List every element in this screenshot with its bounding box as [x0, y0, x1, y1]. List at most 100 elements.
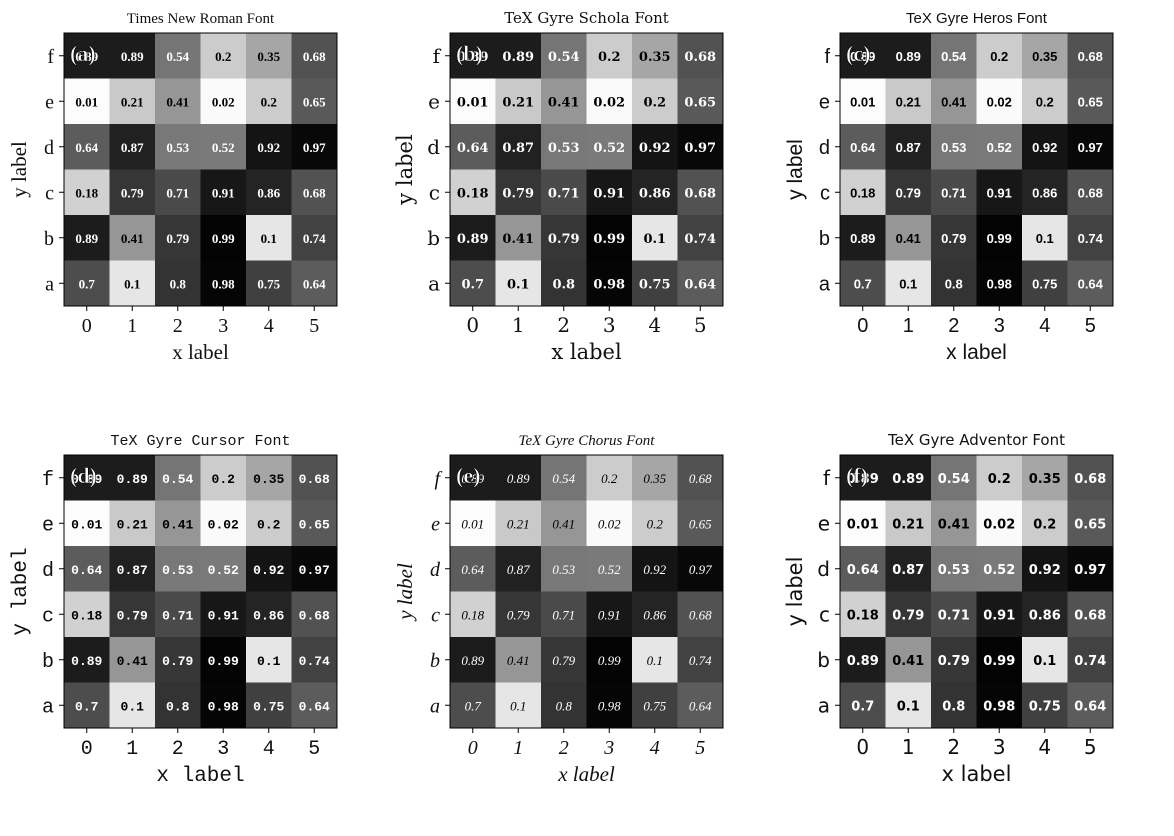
- heatmap-cell: [64, 682, 110, 728]
- cell-value-label: 0.91: [983, 608, 1015, 623]
- y-tick-label: d: [817, 557, 830, 581]
- heatmap-cell: [1022, 455, 1068, 501]
- heatmap-cell: [246, 124, 292, 170]
- heatmap-cell: [291, 215, 337, 261]
- y-tick-label: c: [820, 182, 830, 204]
- cell-value-label: 0.99: [987, 231, 1012, 246]
- cell-value-label: 0.89: [75, 49, 98, 64]
- y-tick-label: f: [823, 466, 831, 490]
- cell-value-label: 0.01: [457, 95, 489, 110]
- x-axis-label: x label: [557, 762, 615, 786]
- y-tick-label: a: [818, 693, 830, 717]
- heatmap-cell: [246, 546, 292, 592]
- cell-value-label: 0.41: [892, 654, 924, 669]
- heatmap-cell: [885, 169, 931, 215]
- cell-value-label: 0.64: [1078, 276, 1104, 291]
- cell-value-label: 0.87: [507, 562, 530, 577]
- heatmap-cell: [200, 682, 246, 728]
- cell-value-label: 0.2: [990, 49, 1008, 64]
- heatmap-cell: [677, 682, 723, 728]
- cell-value-label: 0.71: [166, 185, 189, 200]
- cell-value-label: 0.89: [847, 654, 879, 669]
- heatmap-cell: [976, 169, 1022, 215]
- cell-value-label: 0.2: [1033, 517, 1056, 532]
- heatmap-cell: [291, 33, 337, 79]
- x-axis-label: x label: [942, 762, 1012, 786]
- heatmap-cell: [291, 682, 337, 728]
- cell-value-label: 0.97: [1074, 563, 1106, 578]
- cell-value-label: 0.79: [552, 653, 575, 668]
- y-tick-label: a: [45, 273, 54, 295]
- x-axis-label: x label: [156, 765, 244, 788]
- cell-value-label: 0.1: [261, 231, 277, 246]
- cell-value-label: 0.75: [1032, 276, 1057, 291]
- plot-frame: [63, 32, 338, 307]
- heatmap-cell: [200, 260, 246, 306]
- heatmap-cell: [541, 78, 587, 124]
- x-tick-label: 3: [217, 738, 229, 761]
- cell-value-label: 0.89: [892, 472, 924, 487]
- cell-value-label: 0.98: [212, 276, 235, 291]
- cell-value-label: 0.18: [71, 608, 102, 623]
- chart-title: TeX Gyre Cursor Font: [110, 433, 290, 450]
- cell-value-label: 0.68: [1078, 49, 1103, 64]
- heatmap-cell: [1067, 546, 1113, 592]
- heatmap-cell: [541, 33, 587, 79]
- heatmap-cell: [541, 591, 587, 637]
- cell-value-label: 0.1: [257, 654, 281, 669]
- cell-value-label: 0.41: [162, 517, 193, 532]
- x-tick-label: 1: [902, 735, 915, 759]
- heatmap-cell: [200, 455, 246, 501]
- cell-value-label: 0.02: [983, 517, 1015, 532]
- cell-value-label: 0.8: [556, 698, 573, 713]
- cell-value-label: 0.98: [598, 698, 621, 713]
- heatmap-cell: [677, 169, 723, 215]
- heatmap-cell: [109, 260, 155, 306]
- y-tick-label: a: [42, 696, 54, 719]
- cell-value-label: 0.8: [552, 277, 575, 292]
- cell-value-label: 0.54: [548, 50, 580, 65]
- x-tick-label: 1: [127, 315, 137, 337]
- cell-value-label: 0.79: [938, 654, 970, 669]
- cell-value-label: 0.91: [212, 185, 235, 200]
- cell-value-label: 0.65: [1078, 94, 1103, 109]
- plot-frame: [839, 454, 1114, 729]
- x-tick-label: 2: [559, 737, 569, 759]
- heatmap-cell: [495, 500, 541, 546]
- x-tick-label: 0: [81, 738, 93, 761]
- y-tick-label: d: [427, 135, 440, 159]
- cell-value-label: 0.99: [208, 654, 239, 669]
- cell-value-label: 0.7: [465, 698, 482, 713]
- heatmap-panel-c: TeX Gyre Heros Font 0.7 0.1 0.8 0.98 0.75 0.64…: [784, 10, 1114, 364]
- x-axis-label: x label: [551, 340, 622, 364]
- heatmap-cell: [931, 169, 977, 215]
- heatmap-cell: [109, 546, 155, 592]
- heatmap-cell: [450, 215, 496, 261]
- x-tick-label: 5: [1084, 735, 1097, 759]
- x-tick-label: 4: [1038, 735, 1051, 759]
- heatmap-cell: [109, 591, 155, 637]
- x-tick-label: 0: [82, 315, 92, 337]
- x-tick-label: 4: [648, 313, 661, 337]
- cell-value-label: 0.18: [847, 608, 879, 623]
- heatmap-cell: [976, 260, 1022, 306]
- cell-value-label: 0.02: [987, 94, 1012, 109]
- cell-value-label: 0.79: [507, 607, 530, 622]
- cell-value-label: 0.02: [593, 95, 625, 110]
- chart-title: TeX Gyre Schola Font: [504, 9, 669, 27]
- cell-value-label: 0.18: [461, 607, 484, 622]
- cell-value-label: 0.75: [257, 276, 280, 291]
- heatmap-cell: [931, 591, 977, 637]
- cell-value-label: 0.02: [598, 516, 621, 531]
- cell-value-label: 0.68: [689, 607, 712, 622]
- heatmap-cell: [450, 455, 496, 501]
- cell-value-label: 0.52: [593, 141, 625, 156]
- heatmap-cell: [677, 124, 723, 170]
- heatmap-cell: [1067, 637, 1113, 683]
- chart-title: TeX Gyre Heros Font: [906, 10, 1048, 27]
- heatmap-cell: [541, 546, 587, 592]
- cell-value-label: 0.68: [299, 472, 330, 487]
- y-tick-label: b: [430, 650, 440, 672]
- cell-value-label: 0.68: [1078, 185, 1103, 200]
